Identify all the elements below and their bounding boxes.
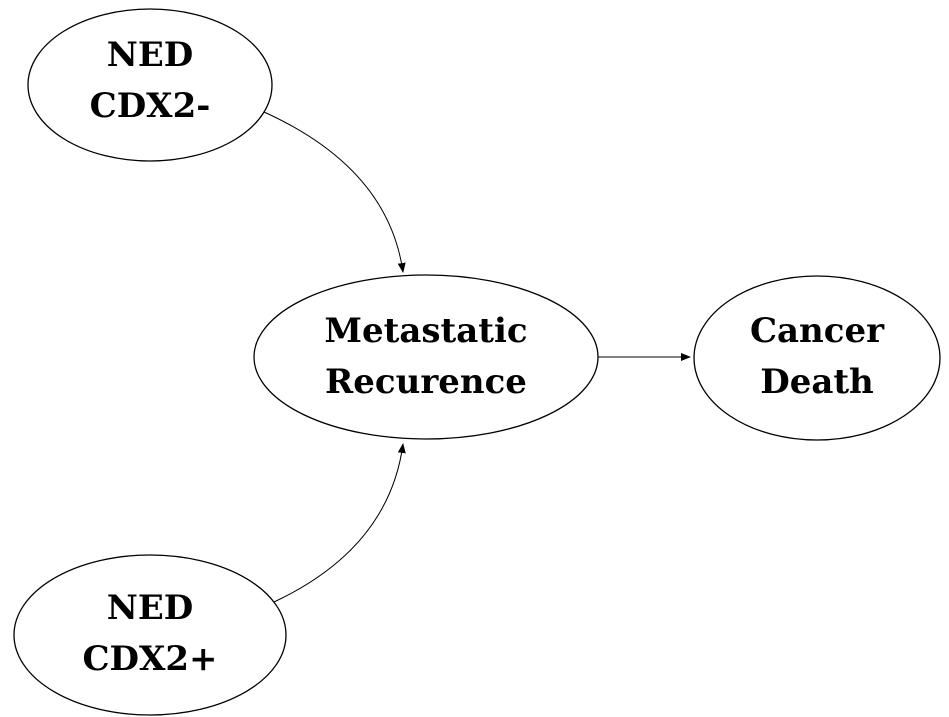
node-metastatic-recurrence: Metastatic Recurence xyxy=(253,274,599,440)
node-ned-cdx2-positive-line1: NED xyxy=(107,588,193,628)
node-ned-cdx2-negative-line1: NED xyxy=(107,35,193,75)
node-ned-cdx2-negative-line2: CDX2- xyxy=(90,86,211,126)
node-metastatic-recurrence-line2: Recurence xyxy=(325,362,527,402)
node-cancer-death: Cancer Death xyxy=(693,275,941,441)
node-ned-cdx2-positive-line2: CDX2+ xyxy=(82,639,217,679)
node-ned-cdx2-positive: NED CDX2+ xyxy=(13,554,287,716)
node-ned-cdx2-negative: NED CDX2- xyxy=(27,8,273,162)
node-cancer-death-line2: Death xyxy=(760,362,874,402)
node-cancer-death-line1: Cancer xyxy=(750,311,885,351)
node-metastatic-recurrence-line1: Metastatic xyxy=(324,311,527,351)
edge-ned-cdx2-pos-to-metastatic-recurrence xyxy=(273,443,406,603)
edge-ned-cdx2-neg-to-metastatic-recurrence xyxy=(263,111,406,273)
